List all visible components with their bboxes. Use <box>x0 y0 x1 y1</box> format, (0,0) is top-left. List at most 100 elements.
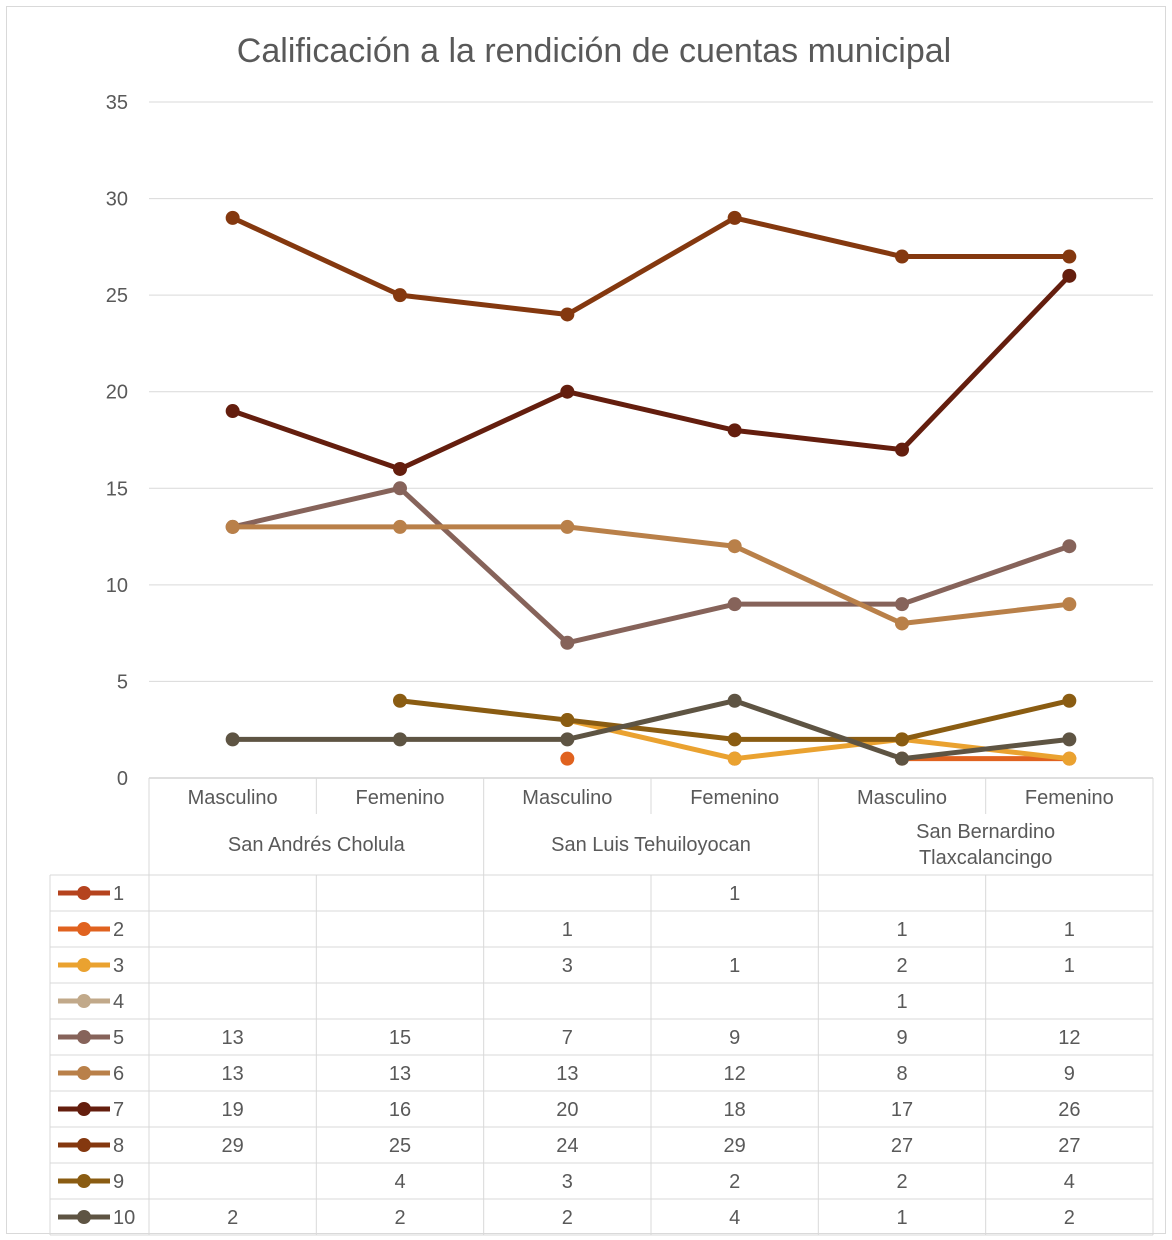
table-cell-value: 17 <box>891 1099 913 1121</box>
series-5 <box>225 481 1077 650</box>
table-cell-value: 13 <box>222 1027 244 1049</box>
legend-series-name: 7 <box>113 1099 124 1121</box>
data-point <box>393 519 407 534</box>
table-cell-value: 2 <box>896 955 907 977</box>
data-point <box>895 249 909 264</box>
legend-key-marker <box>77 958 91 972</box>
legend-series-name: 5 <box>113 1027 124 1049</box>
table-cell-value: 13 <box>389 1063 411 1085</box>
series-6 <box>225 519 1077 631</box>
data-point <box>727 751 742 766</box>
data-point <box>393 732 407 747</box>
legend-key-marker <box>77 1210 91 1224</box>
legend-key-marker <box>77 1174 91 1188</box>
x-category-label: Masculino <box>188 787 278 809</box>
legend-series-name: 6 <box>113 1063 124 1085</box>
data-point <box>225 519 240 534</box>
y-tick-label: 15 <box>106 478 128 500</box>
series-line <box>230 273 1072 472</box>
table-cell-value: 4 <box>1064 1171 1075 1193</box>
table-cell-value: 1 <box>896 1207 907 1229</box>
table-cell-value: 1 <box>729 955 740 977</box>
data-point <box>1062 268 1077 283</box>
table-cell-value: 2 <box>394 1207 405 1229</box>
data-point <box>727 423 742 438</box>
data-point <box>727 539 742 554</box>
chart-frame <box>6 6 1166 1234</box>
data-point <box>1062 539 1077 554</box>
series-line <box>230 698 1072 762</box>
x-group-label: San Bernardino <box>916 821 1055 843</box>
data-point <box>225 404 240 419</box>
legend-key-marker <box>77 1102 91 1116</box>
table-cell-value: 12 <box>724 1063 746 1085</box>
series-line <box>230 485 1072 646</box>
table-cell-value: 3 <box>562 955 573 977</box>
plot-area <box>225 210 1077 766</box>
data-point <box>560 751 575 766</box>
table-cell-value: 13 <box>222 1063 244 1085</box>
legend-key-marker <box>77 994 91 1008</box>
data-point <box>560 732 575 747</box>
x-category-label: Femenino <box>1025 787 1114 809</box>
series-7 <box>225 268 1077 476</box>
x-category-label: Femenino <box>690 787 779 809</box>
series-line <box>230 524 1072 626</box>
table-cell-value: 13 <box>556 1063 578 1085</box>
table-cell-value: 2 <box>562 1207 573 1229</box>
data-point <box>1062 751 1077 766</box>
series-10 <box>225 693 1077 766</box>
data-point <box>1062 732 1077 747</box>
data-point <box>895 751 909 766</box>
legend-series-name: 10 <box>113 1207 135 1229</box>
table-cell-value: 2 <box>227 1207 238 1229</box>
table-cell-value: 1 <box>896 991 907 1013</box>
data-point <box>895 442 909 457</box>
legend-series-name: 4 <box>113 991 124 1013</box>
table-cell-value: 1 <box>1064 919 1075 941</box>
data-point <box>560 713 575 728</box>
table-cell-value: 25 <box>389 1135 411 1157</box>
data-point <box>895 616 909 631</box>
table-cell-value: 29 <box>222 1135 244 1157</box>
table-cell-value: 1 <box>562 919 573 941</box>
x-category-label: Masculino <box>522 787 612 809</box>
table-cell-value: 26 <box>1058 1099 1080 1121</box>
legend-series-name: 1 <box>113 883 124 905</box>
series-line <box>230 215 1072 317</box>
legend-series-name: 9 <box>113 1171 124 1193</box>
table-cell-value: 20 <box>556 1099 578 1121</box>
y-tick-label: 35 <box>106 92 128 114</box>
chart-title: Calificación a la rendición de cuentas m… <box>237 32 951 70</box>
gridlines: 0 5 10 15 20 25 30 35 <box>106 92 1153 790</box>
table-cell-value: 8 <box>896 1063 907 1085</box>
data-point <box>393 481 407 496</box>
data-point <box>225 732 240 747</box>
legend-series-name: 8 <box>113 1135 124 1157</box>
data-point <box>1062 249 1077 264</box>
x-group-label: San Luis Tehuiloyocan <box>551 834 751 856</box>
table-cell-value: 16 <box>389 1099 411 1121</box>
table-cell-value: 2 <box>1064 1207 1075 1229</box>
x-group-label: San Andrés Cholula <box>228 834 406 856</box>
data-point <box>1062 597 1077 612</box>
legend-key-marker <box>77 886 91 900</box>
legend-key-marker <box>77 1066 91 1080</box>
legend-key-marker <box>77 1030 91 1044</box>
table-cell-value: 4 <box>394 1171 405 1193</box>
series-8 <box>225 210 1077 322</box>
data-point <box>895 597 909 612</box>
table-cell-value: 1 <box>729 883 740 905</box>
data-point <box>727 597 742 612</box>
data-point <box>560 307 575 322</box>
data-point <box>560 635 575 650</box>
y-tick-label: 25 <box>106 285 128 307</box>
table-cell-value: 12 <box>1058 1027 1080 1049</box>
legend-series-name: 3 <box>113 955 124 977</box>
table-cell-value: 24 <box>556 1135 578 1157</box>
y-tick-label: 5 <box>117 671 128 693</box>
data-point <box>1062 693 1077 708</box>
table-cell-value: 2 <box>729 1171 740 1193</box>
data-point <box>225 210 240 225</box>
